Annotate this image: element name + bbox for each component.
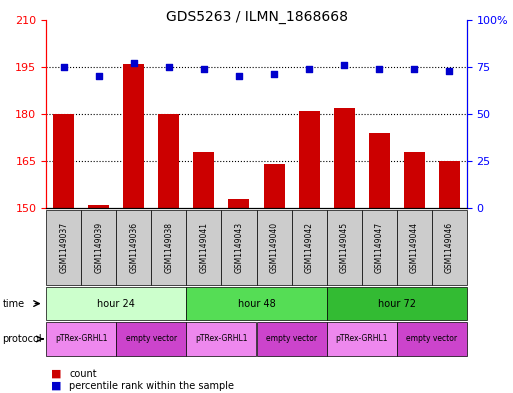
Point xyxy=(60,64,68,70)
Point xyxy=(410,66,418,72)
Text: pTRex-GRHL1: pTRex-GRHL1 xyxy=(195,334,248,343)
Point xyxy=(94,73,103,79)
Text: GSM1149046: GSM1149046 xyxy=(445,222,454,273)
Bar xyxy=(264,164,285,208)
Text: GSM1149043: GSM1149043 xyxy=(234,222,244,273)
Bar xyxy=(193,152,214,208)
Text: GSM1149041: GSM1149041 xyxy=(200,222,208,273)
Bar xyxy=(333,108,354,208)
Point xyxy=(340,62,348,68)
Point xyxy=(235,73,243,79)
Point xyxy=(165,64,173,70)
Point xyxy=(375,66,383,72)
Text: GSM1149047: GSM1149047 xyxy=(374,222,384,273)
Bar xyxy=(404,152,425,208)
Bar xyxy=(123,64,144,208)
Text: empty vector: empty vector xyxy=(126,334,177,343)
Text: empty vector: empty vector xyxy=(266,334,317,343)
Text: percentile rank within the sample: percentile rank within the sample xyxy=(69,381,234,391)
Text: count: count xyxy=(69,369,97,379)
Text: hour 24: hour 24 xyxy=(97,299,135,309)
Point xyxy=(200,66,208,72)
Bar xyxy=(369,133,390,208)
Text: hour 48: hour 48 xyxy=(238,299,275,309)
Text: GSM1149038: GSM1149038 xyxy=(164,222,173,273)
Text: GSM1149040: GSM1149040 xyxy=(269,222,279,273)
Text: GDS5263 / ILMN_1868668: GDS5263 / ILMN_1868668 xyxy=(166,10,347,24)
Bar xyxy=(159,114,180,208)
Text: GSM1149036: GSM1149036 xyxy=(129,222,139,273)
Text: GSM1149042: GSM1149042 xyxy=(305,222,313,273)
Point xyxy=(130,60,138,66)
Text: hour 72: hour 72 xyxy=(378,299,416,309)
Text: ■: ■ xyxy=(51,381,62,391)
Bar xyxy=(53,114,74,208)
Bar xyxy=(228,199,249,208)
Bar xyxy=(439,161,460,208)
Text: GSM1149044: GSM1149044 xyxy=(410,222,419,273)
Text: pTRex-GRHL1: pTRex-GRHL1 xyxy=(336,334,388,343)
Text: protocol: protocol xyxy=(3,334,42,344)
Text: time: time xyxy=(3,299,25,309)
Bar xyxy=(88,205,109,208)
Point xyxy=(305,66,313,72)
Text: empty vector: empty vector xyxy=(406,334,457,343)
Text: GSM1149039: GSM1149039 xyxy=(94,222,103,273)
Text: GSM1149037: GSM1149037 xyxy=(59,222,68,273)
Bar xyxy=(299,111,320,208)
Text: GSM1149045: GSM1149045 xyxy=(340,222,349,273)
Point xyxy=(445,68,453,74)
Point xyxy=(270,71,278,77)
Text: ■: ■ xyxy=(51,369,62,379)
Text: pTRex-GRHL1: pTRex-GRHL1 xyxy=(55,334,108,343)
